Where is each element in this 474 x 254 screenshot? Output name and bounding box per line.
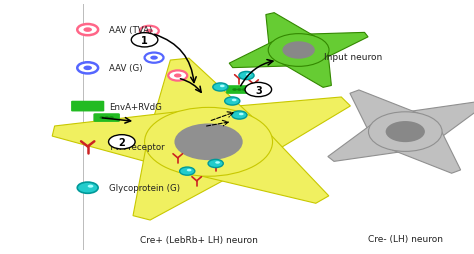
Polygon shape xyxy=(266,14,315,47)
FancyBboxPatch shape xyxy=(93,114,120,122)
Text: AAV (G): AAV (G) xyxy=(109,64,143,73)
Text: Cre- (LH) neuron: Cre- (LH) neuron xyxy=(368,234,443,243)
Polygon shape xyxy=(350,91,419,132)
Circle shape xyxy=(146,30,153,34)
Circle shape xyxy=(140,27,159,37)
Circle shape xyxy=(83,28,92,33)
Polygon shape xyxy=(215,98,350,157)
FancyBboxPatch shape xyxy=(226,86,253,94)
Polygon shape xyxy=(151,59,253,129)
Text: Cre+ (LebRb+ LH) neuron: Cre+ (LebRb+ LH) neuron xyxy=(140,235,258,245)
Text: 2: 2 xyxy=(118,137,125,147)
Polygon shape xyxy=(229,42,292,68)
Circle shape xyxy=(104,117,109,119)
Circle shape xyxy=(77,25,98,36)
Circle shape xyxy=(239,72,254,80)
Circle shape xyxy=(225,98,240,106)
Circle shape xyxy=(208,160,223,168)
Text: Glycoprotein (G): Glycoprotein (G) xyxy=(109,183,180,193)
Circle shape xyxy=(109,135,135,149)
Circle shape xyxy=(131,34,158,48)
Circle shape xyxy=(232,99,237,102)
Circle shape xyxy=(88,185,93,188)
Ellipse shape xyxy=(386,122,425,142)
Ellipse shape xyxy=(174,124,243,161)
Circle shape xyxy=(245,83,272,97)
Text: 3: 3 xyxy=(255,85,262,95)
Circle shape xyxy=(145,53,164,64)
Text: Input neuron: Input neuron xyxy=(324,53,382,62)
Circle shape xyxy=(237,89,242,91)
Circle shape xyxy=(220,85,225,88)
Circle shape xyxy=(232,89,237,91)
Circle shape xyxy=(239,113,244,116)
Ellipse shape xyxy=(368,112,442,152)
Polygon shape xyxy=(199,135,329,203)
Polygon shape xyxy=(392,132,461,173)
Circle shape xyxy=(242,89,246,91)
Circle shape xyxy=(232,112,247,120)
Circle shape xyxy=(180,167,195,176)
Circle shape xyxy=(77,182,98,194)
Circle shape xyxy=(77,63,98,74)
Circle shape xyxy=(100,117,104,119)
Circle shape xyxy=(168,71,187,81)
Text: 1: 1 xyxy=(141,36,148,46)
Circle shape xyxy=(109,117,114,119)
Circle shape xyxy=(150,56,158,60)
Ellipse shape xyxy=(145,108,273,177)
Circle shape xyxy=(174,74,182,78)
Circle shape xyxy=(83,66,92,71)
Circle shape xyxy=(187,169,191,172)
Polygon shape xyxy=(52,112,180,167)
Polygon shape xyxy=(283,54,331,88)
Text: EnvA+RVdG: EnvA+RVdG xyxy=(109,102,162,111)
Polygon shape xyxy=(405,102,474,139)
Circle shape xyxy=(246,74,251,76)
Text: TVA receptor: TVA receptor xyxy=(109,143,164,152)
Circle shape xyxy=(213,84,228,92)
Polygon shape xyxy=(133,148,240,220)
Polygon shape xyxy=(305,33,368,59)
Polygon shape xyxy=(328,125,405,162)
Circle shape xyxy=(215,162,220,164)
Ellipse shape xyxy=(283,42,315,59)
FancyBboxPatch shape xyxy=(71,101,104,112)
Text: AAV (TVA): AAV (TVA) xyxy=(109,26,152,35)
Ellipse shape xyxy=(268,35,329,67)
